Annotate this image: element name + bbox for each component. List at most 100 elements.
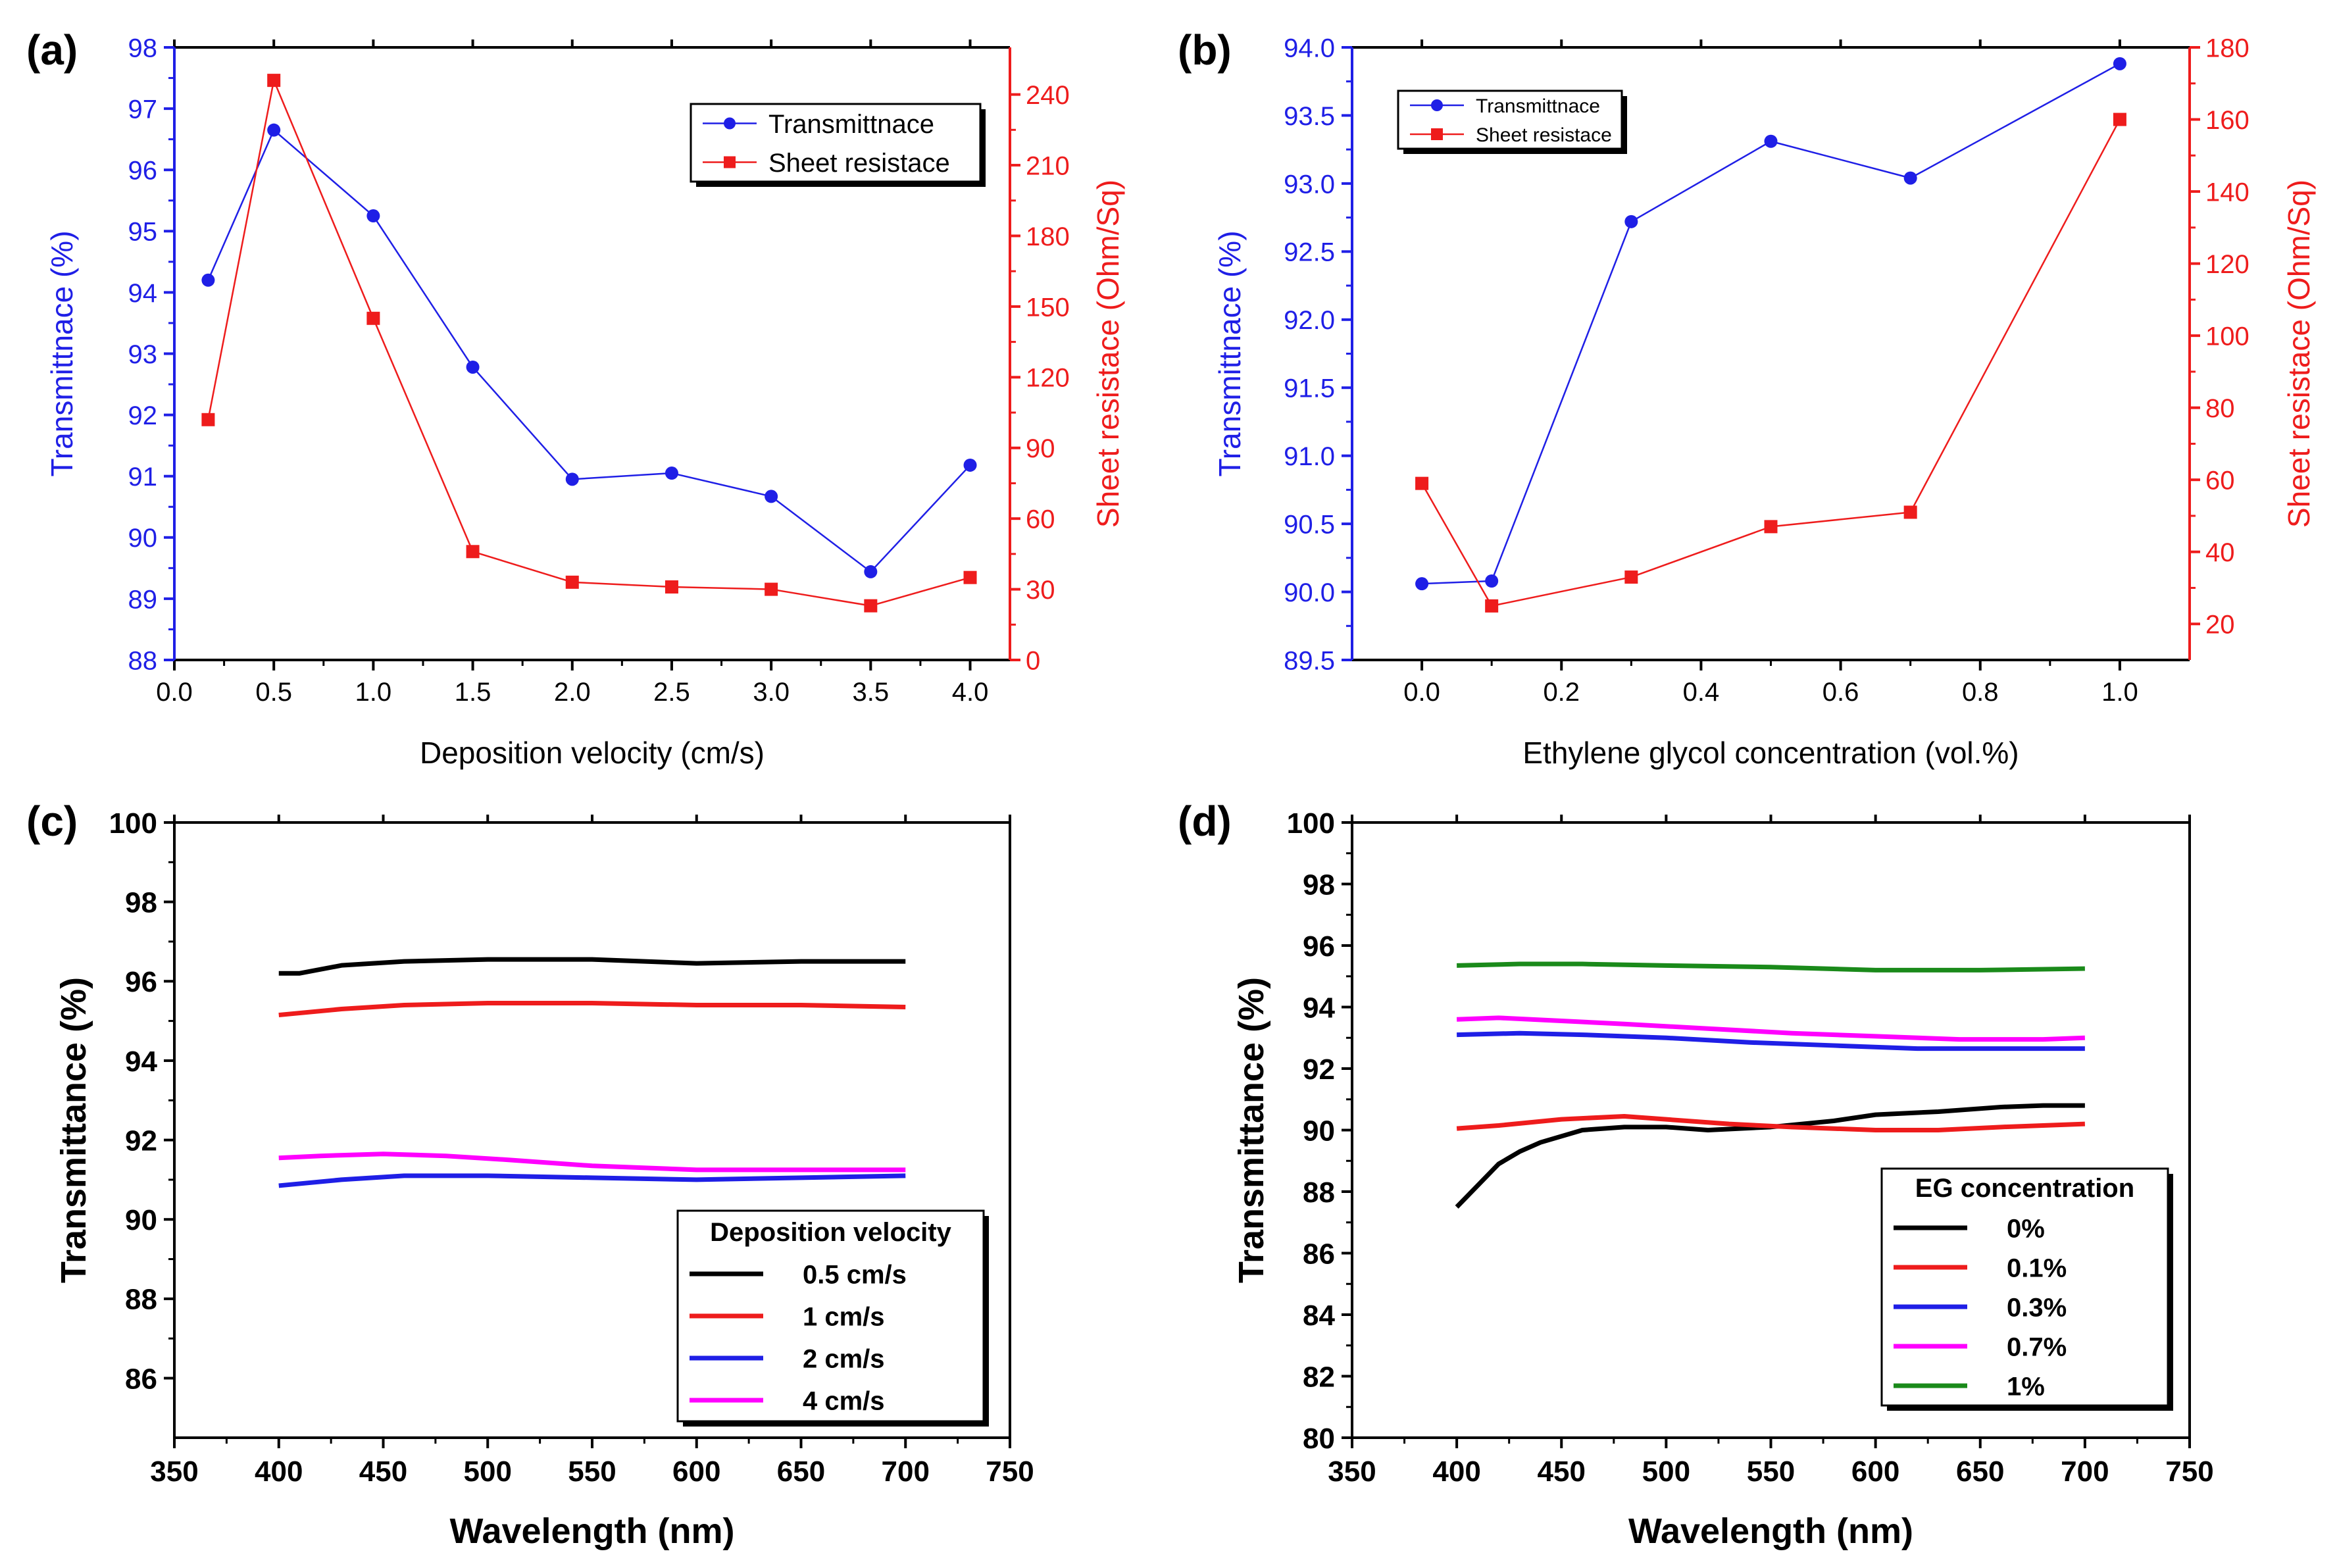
- legend-marker: [724, 117, 736, 130]
- legend-label: Sheet resistace: [1476, 124, 1612, 146]
- x-tick-label: 0.2: [1543, 678, 1580, 707]
- legend-title: Deposition velocity: [710, 1218, 951, 1247]
- y-tick-label: 91: [128, 463, 158, 492]
- legend-box: [1880, 1167, 2169, 1407]
- series-line: [278, 1000, 906, 1018]
- x-tick-label: 350: [1328, 1455, 1376, 1488]
- series-1-cm-s: [278, 1000, 906, 1018]
- data-point: [267, 123, 281, 137]
- y-tick-label: 97: [128, 95, 158, 124]
- x-tick-label: 650: [1956, 1455, 2004, 1488]
- y-tick-label: 88: [128, 646, 158, 675]
- data-point: [665, 580, 678, 594]
- series-line: [1457, 1030, 2085, 1051]
- data-point: [765, 490, 778, 503]
- series-0-7-: [1456, 1015, 2086, 1042]
- data-point: [1415, 577, 1429, 591]
- series-line: [1456, 1015, 2086, 1042]
- y-tick-label: 94: [1303, 992, 1335, 1024]
- x-tick-label: 0.0: [1403, 678, 1440, 707]
- series-1-: [1457, 961, 2085, 973]
- legend-label: Sheet resistace: [768, 149, 950, 178]
- series-line: [278, 957, 906, 976]
- x-tick-label: 0.4: [1683, 678, 1720, 707]
- panel-label: (a): [26, 26, 78, 74]
- y-right-tick-label: 0: [1026, 646, 1040, 675]
- data-point: [466, 545, 480, 559]
- y-right-tick-label: 100: [2205, 322, 2249, 351]
- data-point: [665, 467, 678, 480]
- legend-marker: [724, 156, 736, 168]
- y-tick-label: 96: [125, 966, 157, 998]
- legend-marker: [1431, 128, 1443, 140]
- data-point: [565, 575, 579, 589]
- series-0-3-: [1457, 1030, 2085, 1051]
- legend-label: 2 cm/s: [803, 1344, 885, 1373]
- series-0-5-cm-s: [278, 957, 906, 976]
- x-tick-label: 450: [1538, 1455, 1586, 1488]
- data-point: [366, 209, 380, 223]
- series-0-: [1455, 1103, 2085, 1209]
- y-right-tick-label: 140: [2205, 178, 2249, 207]
- x-tick-label: 1.0: [355, 678, 392, 707]
- y-tick-label: 92.0: [1284, 306, 1335, 335]
- y-right-tick-label: 80: [2205, 394, 2235, 423]
- y-tick-label: 90: [128, 524, 158, 553]
- x-tick-label: 1.5: [455, 678, 491, 707]
- y-right-tick-label: 120: [2205, 250, 2249, 279]
- panel-label: (d): [1178, 797, 1232, 845]
- y-right-axis-title: Sheet resistace (Ohm/Sq): [1091, 180, 1125, 528]
- x-tick-label: 500: [464, 1455, 512, 1488]
- x-tick-label: 500: [1642, 1455, 1690, 1488]
- x-tick-label: 3.5: [853, 678, 890, 707]
- y-tick-label: 94.0: [1284, 34, 1335, 63]
- x-tick-label: 4.0: [952, 678, 989, 707]
- y-tick-label: 90.0: [1284, 578, 1335, 607]
- panel-d: (d) 350 400 450 500 550 600 650 700 750 80 82 84 86 88…: [1178, 797, 2214, 1551]
- y-tick-label: 92: [1303, 1053, 1335, 1086]
- series-line: [278, 1151, 906, 1173]
- data-point: [963, 458, 977, 472]
- x-tick-label: 700: [2061, 1455, 2109, 1488]
- y-tick-label: 92: [128, 401, 158, 430]
- x-tick-label: 450: [359, 1455, 407, 1488]
- x-tick-label: 650: [777, 1455, 825, 1488]
- data-point: [201, 273, 215, 287]
- legend-label: 1 cm/s: [803, 1302, 885, 1331]
- series-transmittnace: [201, 123, 977, 578]
- y-right-tick-label: 20: [2205, 611, 2235, 640]
- series-line: [278, 1173, 906, 1188]
- panel-a: (a) 0.0 0.5 1.0 1.5 2.0 2.5 3.0 3.5 4.0 88 89 90 91 92…: [26, 26, 1125, 770]
- series-transmittnace: [1415, 57, 2126, 591]
- series-line: [1456, 1113, 2086, 1132]
- y-tick-label: 90.5: [1284, 511, 1335, 540]
- y-right-tick-label: 90: [1026, 434, 1055, 463]
- legend-label: 1%: [2007, 1372, 2045, 1401]
- legend-label: 0%: [2007, 1214, 2045, 1243]
- legend-label: 0.1%: [2007, 1253, 2067, 1282]
- y-axis-title: Transmittance (%): [54, 977, 93, 1283]
- data-point: [1764, 520, 1778, 534]
- y-tick-label: 88: [1303, 1176, 1335, 1209]
- x-tick-label: 600: [1851, 1455, 1899, 1488]
- legend-title: EG concentration: [1915, 1174, 2134, 1203]
- legend-label: 0.5 cm/s: [803, 1260, 907, 1289]
- y-right-tick-label: 60: [2205, 467, 2235, 495]
- y-axis-title: Transmittance (%): [1232, 977, 1271, 1283]
- y-tick-label: 84: [1303, 1300, 1335, 1332]
- x-axis-title: Wavelength (nm): [449, 1511, 734, 1551]
- x-tick-label: 0.5: [255, 678, 292, 707]
- x-axis-title: Deposition velocity (cm/s): [420, 736, 765, 770]
- y-tick-label: 100: [1287, 807, 1335, 840]
- x-tick-label: 3.0: [753, 678, 790, 707]
- y-tick-label: 86: [125, 1363, 157, 1395]
- panel-b: (b) 0.0 0.2 0.4 0.6 0.8 1.0 89.5 90.0 90.5 91.0 91.…: [1178, 26, 2316, 770]
- data-point: [1624, 570, 1638, 584]
- y-tick-label: 98: [1303, 869, 1335, 901]
- y-right-tick-label: 240: [1026, 81, 1070, 110]
- y-tick-label: 93.0: [1284, 170, 1335, 199]
- y-axis-title: Transmittnace (%): [1213, 230, 1247, 476]
- data-point: [1485, 574, 1499, 588]
- data-point: [1415, 476, 1429, 490]
